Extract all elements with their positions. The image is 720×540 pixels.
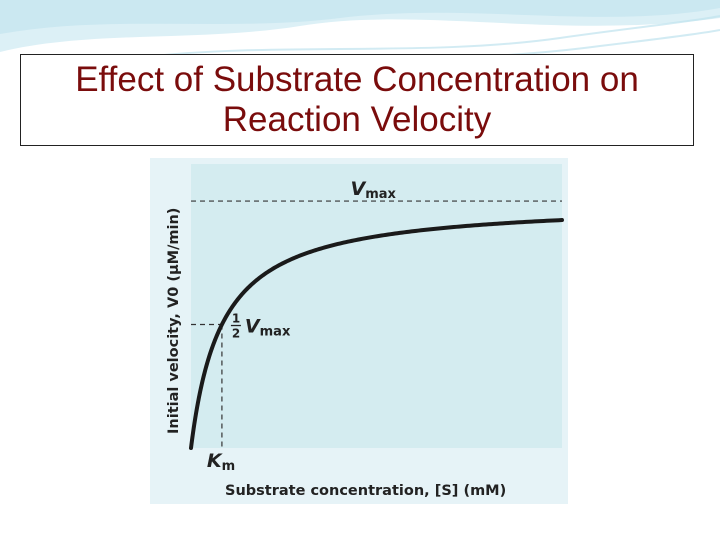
slide-title-line-2: Reaction Velocity (222, 100, 492, 139)
half-vmax-sub: max (260, 325, 291, 340)
half-vmax-text: Vmax (245, 316, 291, 340)
half-fraction-denominator: 2 (232, 327, 240, 341)
slide-title: Effect of Substrate Concentration on Rea… (20, 54, 694, 146)
vmax-annotation-v: V (351, 178, 367, 200)
slide-title-line-1: Effect of Substrate Concentration on (75, 60, 639, 99)
background-wave-2 (0, 0, 720, 34)
chart-svg: Vmax 1 2 Vmax Km Substrate concentration… (150, 158, 568, 504)
vmax-annotation: Vmax (351, 178, 397, 202)
plot-area (191, 164, 562, 448)
y-axis-label: Initial velocity, V0 (μM/min) (166, 208, 182, 434)
km-annotation: Km (207, 450, 235, 474)
x-axis-label: Substrate concentration, [S] (mM) (225, 483, 506, 499)
half-fraction-numerator: 1 (232, 312, 240, 326)
km-annotation-sub: m (222, 459, 236, 474)
michaelis-menten-chart: Vmax 1 2 Vmax Km Substrate concentration… (150, 158, 568, 504)
velocity-curve (189, 218, 564, 450)
vmax-annotation-sub: max (365, 187, 396, 202)
km-annotation-k: K (207, 450, 223, 472)
half-vmax-annotation: 1 2 Vmax (230, 312, 291, 341)
background-wave-3 (119, 15, 720, 61)
half-vmax-v: V (245, 316, 261, 338)
